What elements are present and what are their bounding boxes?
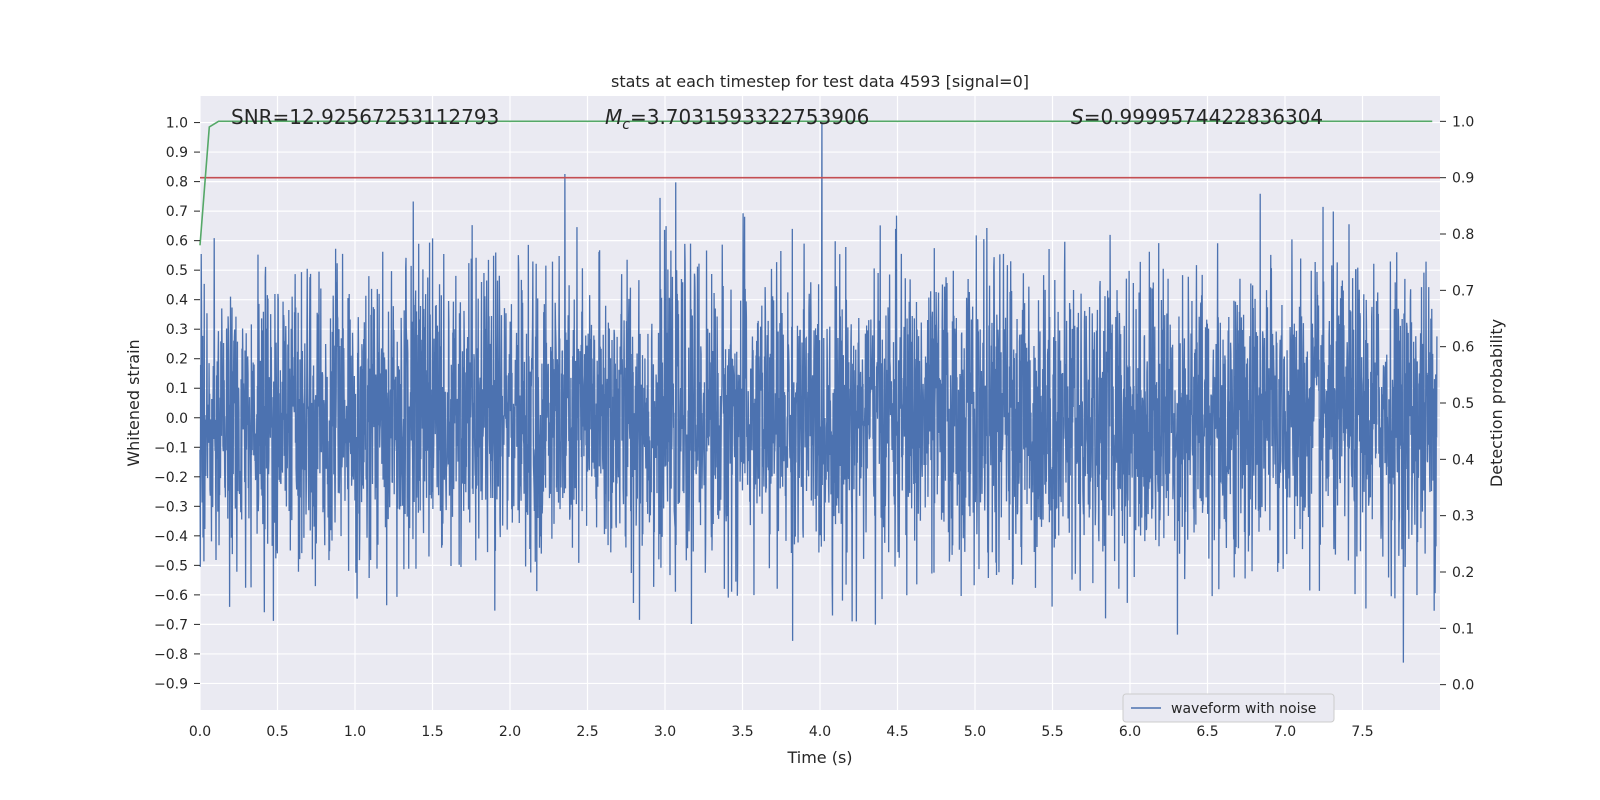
probability-series <box>199 120 1440 246</box>
x-tick-label: 5.5 <box>1041 724 1063 740</box>
y-tick-label: 0.5 <box>166 263 188 279</box>
y2-tick-label: 0.6 <box>1452 340 1474 356</box>
detection-probability-line <box>199 120 1433 246</box>
x-tick-label: 3.0 <box>654 724 676 740</box>
y-axis-label: Whitened strain <box>124 339 143 466</box>
y2-tick-label: 0.5 <box>1452 396 1474 412</box>
y2-tick-label: 1.0 <box>1452 114 1474 130</box>
legend-label: waveform with noise <box>1171 701 1316 717</box>
y-tick-label: 0.7 <box>166 204 188 220</box>
x-tick-label: 6.5 <box>1196 724 1218 740</box>
x-axis-ticks: 0.0 0.5 1.0 1.5 2.0 2.5 3.0 3.5 4.0 4.5 5.0 5.5 6.0 6… <box>189 724 1374 740</box>
x-tick-label: 4.0 <box>809 724 831 740</box>
y-tick-label: 0.4 <box>166 293 188 309</box>
y2-tick-label: 0.3 <box>1452 509 1474 525</box>
y2-axis-ticks: 1.0 0.9 0.8 0.7 0.6 0.5 0.4 0.3 0.2 0.1 0.0 <box>1440 114 1474 694</box>
y-tick-label: 0.9 <box>166 145 188 161</box>
y-tick-label: 0.3 <box>166 322 188 338</box>
y2-tick-label: 0.4 <box>1452 452 1474 468</box>
mc-symbol: M <box>605 105 622 129</box>
y2-tick-label: 0.1 <box>1452 621 1474 637</box>
y-tick-label: −0.1 <box>154 440 188 456</box>
y2-tick-label: 0.2 <box>1452 565 1474 581</box>
y-tick-label: −0.9 <box>154 676 188 692</box>
y2-tick-label: 0.0 <box>1452 678 1474 694</box>
legend: waveform with noise <box>1122 693 1335 723</box>
mc-value: =3.7031593322753906 <box>630 105 869 129</box>
x-tick-label: 6.0 <box>1119 724 1141 740</box>
y-tick-label: 0.8 <box>166 175 188 191</box>
y-tick-label: 0.2 <box>166 352 188 368</box>
chart-title: stats at each timestep for test data 459… <box>611 72 1029 91</box>
s-value: =0.9999574422836304 <box>1084 105 1323 129</box>
x-tick-label: 7.0 <box>1274 724 1296 740</box>
y-tick-label: 1.0 <box>166 116 188 132</box>
y-tick-label: −0.2 <box>154 470 188 486</box>
y-tick-label: 0.0 <box>166 411 188 427</box>
x-tick-label: 2.0 <box>499 724 521 740</box>
y-axis-ticks: 1.0 0.9 0.8 0.7 0.6 0.5 0.4 0.3 0.2 0.1 0.0 −0.1 −0.… <box>154 116 200 692</box>
y-tick-label: −0.8 <box>154 647 188 663</box>
x-tick-label: 3.5 <box>731 724 753 740</box>
x-tick-label: 0.5 <box>266 724 288 740</box>
y2-tick-label: 0.7 <box>1452 283 1474 299</box>
y2-axis-label: Detection probability <box>1487 319 1506 487</box>
mc-subscript: c <box>622 117 630 133</box>
x-tick-label: 1.5 <box>421 724 443 740</box>
y-tick-label: −0.4 <box>154 529 188 545</box>
y-tick-label: −0.6 <box>154 588 188 604</box>
y-tick-label: 0.1 <box>166 381 188 397</box>
snr-annotation: SNR=12.92567253112793 <box>231 105 499 129</box>
x-tick-label: 0.0 <box>189 724 211 740</box>
y-tick-label: −0.3 <box>154 499 188 515</box>
s-symbol: S <box>1071 105 1084 129</box>
y-tick-label: −0.5 <box>154 558 188 574</box>
x-axis-label: Time (s) <box>786 748 852 767</box>
x-tick-label: 4.5 <box>886 724 908 740</box>
y2-tick-label: 0.9 <box>1452 171 1474 187</box>
x-tick-label: 5.0 <box>964 724 986 740</box>
x-tick-label: 7.5 <box>1351 724 1373 740</box>
legend-box <box>1122 693 1335 723</box>
x-tick-label: 2.5 <box>576 724 598 740</box>
y2-tick-label: 0.8 <box>1452 227 1474 243</box>
chirp-mass-annotation: Mc=3.7031593322753906 <box>605 105 869 133</box>
y-tick-label: 0.6 <box>166 234 188 250</box>
score-annotation: S=0.9999574422836304 <box>1071 105 1323 129</box>
y-tick-label: −0.7 <box>154 617 188 633</box>
x-tick-label: 1.0 <box>344 724 366 740</box>
waveform-series <box>199 122 1438 663</box>
waveform-line <box>199 122 1438 663</box>
